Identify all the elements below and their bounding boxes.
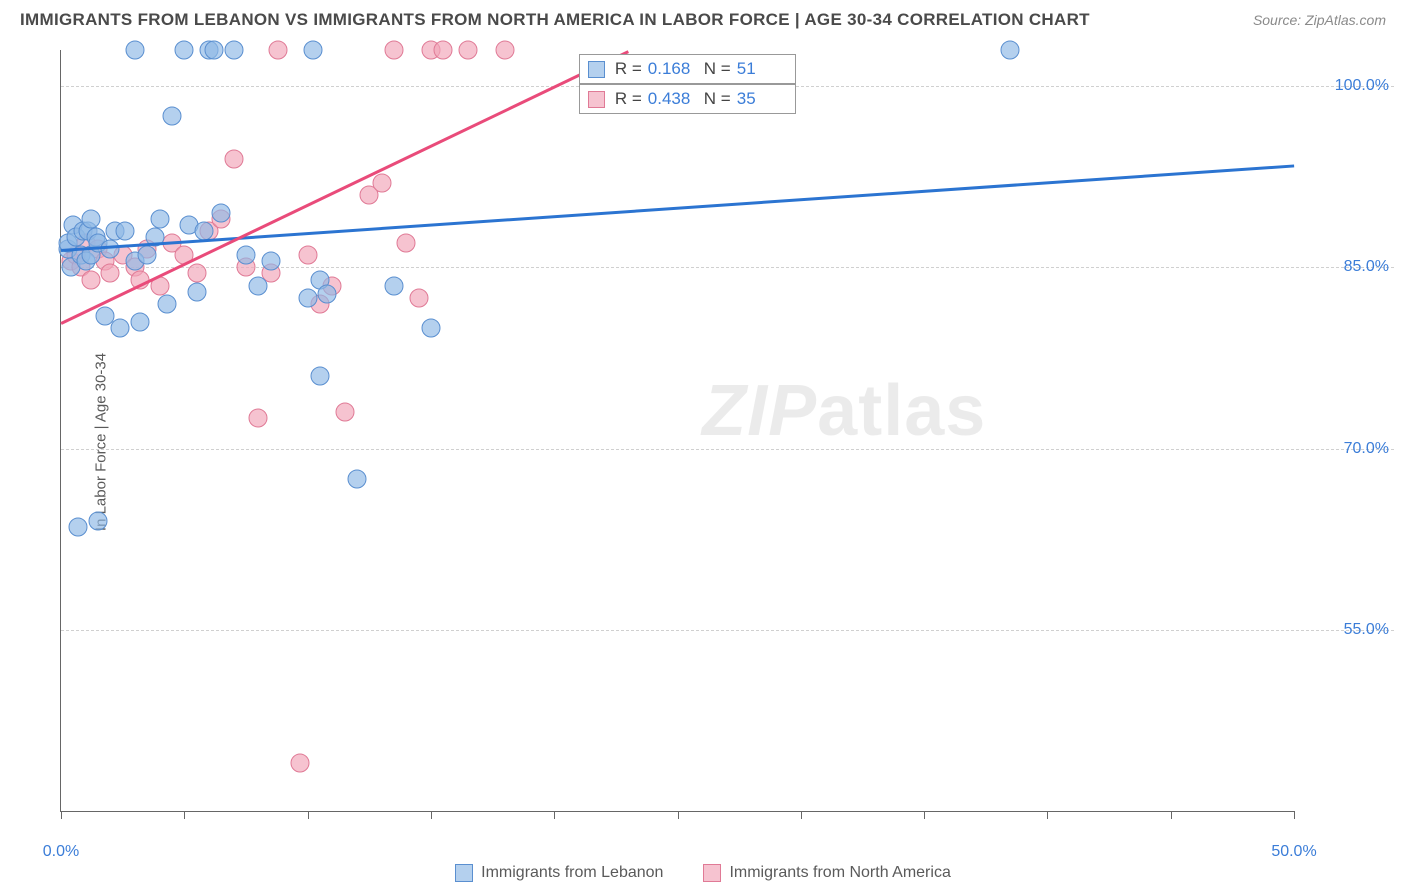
trend-line-b [60,50,628,324]
data-point-b [81,270,100,289]
stats-swatch-b [588,91,605,108]
stats-R-label: R = [615,89,642,109]
watermark-bold: ZIP [702,371,817,451]
data-point-a [298,288,317,307]
chart-title: IMMIGRANTS FROM LEBANON VS IMMIGRANTS FR… [20,10,1090,30]
data-point-b [335,403,354,422]
data-point-a [204,41,223,60]
legend-item-a: Immigrants from Lebanon [455,864,663,882]
xtick [61,811,62,819]
xtick [801,811,802,819]
trend-line-a [61,165,1294,252]
xtick [1294,811,1295,819]
legend-item-b: Immigrants from North America [703,864,950,882]
data-point-b [269,41,288,60]
bottom-legend: Immigrants from Lebanon Immigrants from … [0,864,1406,882]
data-point-a [130,312,149,331]
ytick-label: 85.0% [1299,258,1389,276]
legend-label-a: Immigrants from Lebanon [481,864,663,882]
data-point-a [303,41,322,60]
xtick [554,811,555,819]
xtick [1171,811,1172,819]
data-point-b [397,234,416,253]
watermark-rest: atlas [817,371,986,451]
xtick [308,811,309,819]
data-point-a [224,41,243,60]
data-point-a [138,246,157,265]
data-point-a [175,41,194,60]
data-point-b [187,264,206,283]
xtick [184,811,185,819]
stats-R-label: R = [615,59,642,79]
source-attribution: Source: ZipAtlas.com [1253,12,1386,28]
data-point-a [261,252,280,271]
chart-area: In Labor Force | Age 30-34 ZIPatlas 55.0… [30,42,1394,842]
data-point-a [116,222,135,241]
data-point-b [291,753,310,772]
data-point-b [495,41,514,60]
data-point-b [384,41,403,60]
data-point-a [421,318,440,337]
data-point-a [249,276,268,295]
data-point-b [249,409,268,428]
gridline-h [61,449,1394,450]
data-point-a [187,282,206,301]
data-point-a [88,512,107,531]
data-point-a [236,246,255,265]
data-point-b [409,288,428,307]
xtick-label: 50.0% [1271,843,1316,861]
xtick [678,811,679,819]
stats-R-value: 0.438 [648,89,698,109]
data-point-b [434,41,453,60]
stats-N-value: 51 [737,59,787,79]
data-point-a [150,210,169,229]
legend-swatch-b [703,864,721,882]
stats-N-value: 35 [737,89,787,109]
stats-box-a: R = 0.168 N = 51 [579,54,796,84]
data-point-a [318,285,337,304]
xtick [924,811,925,819]
ytick-label: 55.0% [1299,621,1389,639]
data-point-b [224,149,243,168]
chart-header: IMMIGRANTS FROM LEBANON VS IMMIGRANTS FR… [0,0,1406,36]
data-point-a [310,367,329,386]
stats-R-value: 0.168 [648,59,698,79]
ytick-label: 70.0% [1299,440,1389,458]
stats-box-b: R = 0.438 N = 35 [579,84,796,114]
data-point-a [69,518,88,537]
data-point-a [212,204,231,223]
data-point-a [162,107,181,126]
data-point-a [158,294,177,313]
data-point-b [372,173,391,192]
xtick [1047,811,1048,819]
xtick [431,811,432,819]
plot-region: ZIPatlas 55.0%70.0%85.0%100.0%0.0%50.0%R… [60,50,1294,812]
watermark: ZIPatlas [702,370,986,452]
stats-N-label: N = [704,89,731,109]
data-point-b [101,264,120,283]
data-point-a [384,276,403,295]
ytick-label: 100.0% [1299,77,1389,95]
stats-swatch-a [588,61,605,78]
legend-swatch-a [455,864,473,882]
data-point-b [458,41,477,60]
data-point-a [81,210,100,229]
data-point-a [101,240,120,259]
legend-label-b: Immigrants from North America [729,864,950,882]
data-point-b [298,246,317,265]
gridline-h [61,630,1394,631]
gridline-h [61,267,1394,268]
data-point-a [1001,41,1020,60]
xtick-label: 0.0% [43,843,79,861]
data-point-a [111,318,130,337]
data-point-a [347,469,366,488]
data-point-a [125,41,144,60]
stats-N-label: N = [704,59,731,79]
